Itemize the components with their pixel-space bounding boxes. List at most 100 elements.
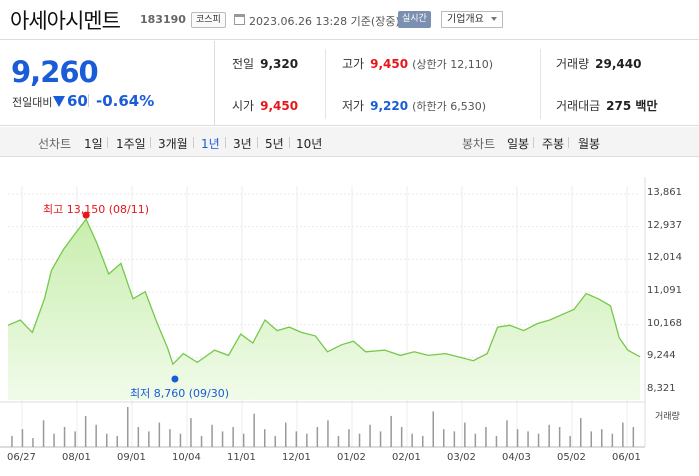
tab-3m[interactable]: 3개월 bbox=[158, 137, 188, 151]
volume-label: 거래량 bbox=[655, 412, 680, 422]
x-tick-label: 08/01 bbox=[62, 452, 91, 463]
volume-bar bbox=[316, 427, 319, 447]
stat-label: 거래량 bbox=[556, 57, 590, 71]
y-tick-label: 9,244 bbox=[647, 350, 676, 362]
volume-bar bbox=[95, 424, 97, 447]
tab-1d[interactable]: 1일 bbox=[84, 137, 103, 151]
tab-weekly[interactable]: 주봉 bbox=[542, 137, 565, 151]
price-line bbox=[7, 217, 641, 366]
stat-prev-close: 전일 9,320 bbox=[232, 55, 298, 72]
volume-bar bbox=[379, 431, 382, 447]
volume-bar bbox=[32, 438, 34, 447]
stock-code: 183190 bbox=[140, 13, 186, 26]
volume-bar bbox=[601, 429, 603, 447]
price-change-percent: -0.64% bbox=[96, 92, 155, 110]
stat-low: 저가 9,220 (하한가 6,530) bbox=[342, 97, 486, 114]
stat-label: 저가 bbox=[342, 99, 365, 113]
tab-1y[interactable]: 1년 bbox=[201, 137, 220, 151]
volume-bar bbox=[569, 435, 571, 447]
volume-bar bbox=[580, 418, 582, 447]
divider bbox=[289, 137, 290, 148]
divider bbox=[540, 49, 541, 119]
x-tick-label: 02/01 bbox=[392, 452, 421, 463]
stat-label: 전일 bbox=[232, 57, 255, 71]
volume-bar bbox=[390, 415, 392, 447]
tab-3y[interactable]: 3년 bbox=[233, 137, 252, 151]
tab-daily[interactable]: 일봉 bbox=[507, 137, 530, 151]
x-tick-label: 03/02 bbox=[447, 452, 476, 463]
volume-bar bbox=[411, 433, 413, 447]
volume-bar bbox=[127, 407, 129, 447]
divider bbox=[150, 137, 151, 148]
volume-bar bbox=[453, 431, 456, 447]
x-tick-label: 06/01 bbox=[612, 452, 641, 463]
volume-bar bbox=[253, 413, 255, 447]
volume-bar bbox=[485, 427, 487, 447]
volume-bar bbox=[527, 431, 529, 447]
volume-bar bbox=[169, 429, 171, 447]
divider bbox=[325, 49, 326, 119]
volume-bar bbox=[506, 420, 508, 447]
company-overview-dropdown[interactable]: 기업개요 bbox=[441, 11, 503, 28]
y-tick-label: 10,168 bbox=[647, 317, 682, 329]
volume-bar bbox=[242, 433, 245, 447]
price-change: 60 bbox=[67, 92, 88, 110]
price-area bbox=[8, 219, 640, 400]
stat-value: 275 백만 bbox=[606, 99, 658, 113]
company-overview-label: 기업개요 bbox=[447, 14, 484, 25]
volume-bar bbox=[106, 433, 108, 447]
volume-bar bbox=[116, 435, 118, 447]
volume-bar bbox=[422, 435, 424, 447]
y-tick-label: 13,861 bbox=[647, 187, 682, 198]
volume-bar bbox=[21, 429, 24, 447]
chevron-down-icon bbox=[490, 17, 497, 21]
price-chart[interactable]: 13,861 12,937 12,014 11,091 10,168 9,244 8,321… bbox=[0, 157, 699, 476]
tab-1w[interactable]: 1주일 bbox=[116, 137, 146, 151]
stat-value: 9,450 bbox=[370, 57, 409, 71]
volume-bar bbox=[337, 435, 340, 447]
volume-bar bbox=[285, 422, 287, 447]
volume-bar bbox=[632, 427, 635, 447]
tab-monthly[interactable]: 월봉 bbox=[578, 137, 601, 151]
stat-value: 9,450 bbox=[260, 99, 299, 113]
stat-value: 9,320 bbox=[260, 57, 299, 71]
volume-bar bbox=[274, 435, 276, 447]
y-tick-label: 12,014 bbox=[647, 252, 682, 264]
stat-value: 29,440 bbox=[595, 57, 642, 71]
stat-label: 고가 bbox=[342, 57, 365, 71]
calendar-icon bbox=[234, 14, 245, 25]
stock-name: 아세아시멘트 bbox=[10, 9, 121, 33]
high-marker bbox=[82, 211, 90, 219]
divider bbox=[107, 137, 108, 148]
x-tick-label: 06/27 bbox=[7, 452, 36, 463]
volume-bar bbox=[179, 433, 182, 447]
x-tick-label: 05/02 bbox=[557, 452, 586, 463]
volume-bar bbox=[400, 427, 403, 447]
x-tick-label: 01/02 bbox=[337, 452, 366, 463]
volume-bar bbox=[443, 429, 445, 447]
stat-label: 거래대금 bbox=[556, 99, 601, 113]
volume-bar bbox=[74, 431, 76, 447]
volume-bar bbox=[558, 427, 561, 447]
volume-bar bbox=[137, 427, 140, 447]
realtime-button[interactable]: 실시간 bbox=[398, 11, 431, 28]
stat-amount: 거래대금 275 백만 bbox=[556, 97, 657, 114]
volume-bar bbox=[464, 422, 466, 447]
tab-10y[interactable]: 10년 bbox=[296, 137, 323, 151]
x-tick-label: 09/01 bbox=[117, 452, 146, 463]
high-annotation: 최고 13,150 (08/11) bbox=[43, 203, 150, 216]
volume-bar bbox=[211, 424, 213, 447]
low-annotation: 최저 8,760 (09/30) bbox=[130, 387, 230, 400]
divider bbox=[568, 137, 569, 148]
volume-bar bbox=[221, 431, 224, 447]
y-tick-label: 12,937 bbox=[647, 219, 682, 231]
x-tick-label: 12/01 bbox=[282, 452, 311, 463]
volume-bar bbox=[306, 433, 308, 447]
volume-bar bbox=[190, 418, 192, 447]
tab-5y[interactable]: 5년 bbox=[265, 137, 284, 151]
candle-chart-label: 봉차트 bbox=[462, 137, 496, 151]
stat-volume: 거래량 29,440 bbox=[556, 55, 641, 72]
x-tick-label: 04/03 bbox=[502, 452, 531, 463]
y-tick-label: 8,321 bbox=[647, 383, 676, 394]
volume-bar bbox=[11, 435, 13, 447]
